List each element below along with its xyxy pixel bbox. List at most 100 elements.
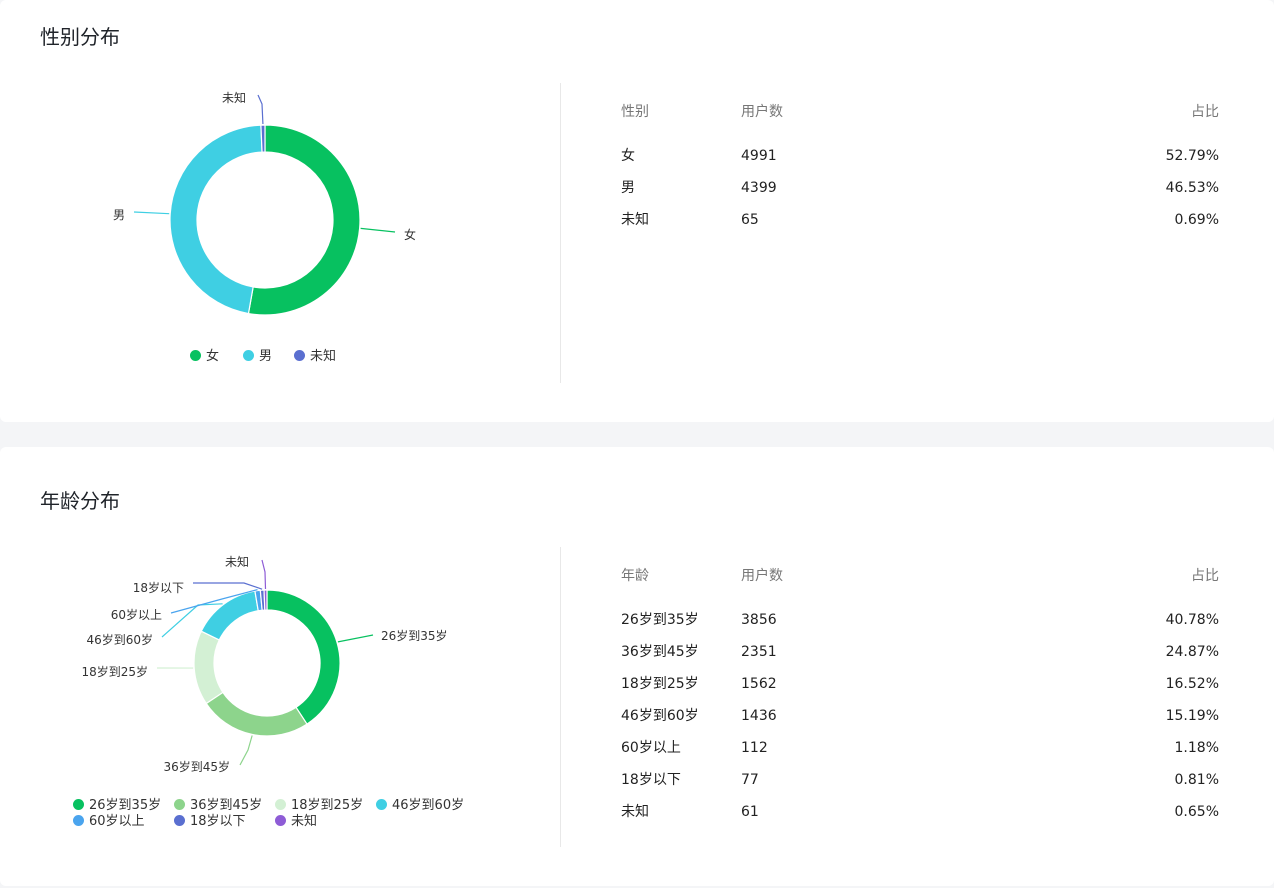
header-users: 用户数 — [741, 568, 783, 584]
table-row: 未知 61 0.65% — [621, 796, 1221, 828]
cell-category: 26岁到35岁 — [621, 612, 699, 628]
donut-slice[interactable] — [266, 589, 341, 725]
legend-label: 18岁以下 — [190, 814, 246, 829]
label-leader-line — [360, 227, 396, 233]
donut-slice[interactable] — [247, 124, 361, 316]
legend-item[interactable]: 未知 — [275, 810, 317, 829]
age-title: 年龄分布 — [40, 489, 120, 513]
cell-ratio: 40.78% — [1165, 612, 1219, 628]
legend-dot — [174, 815, 185, 826]
label-leader-line — [337, 634, 374, 643]
cell-users: 3856 — [741, 612, 777, 628]
slice-label: 46岁到60岁 — [86, 632, 153, 647]
slice-label: 男 — [113, 208, 125, 222]
age-donut-chart: 26岁到35岁 36岁到45岁 18岁到25岁 46岁到60岁 60岁以上 18岁以下 未知 — [81, 555, 448, 774]
legend-dot — [275, 815, 286, 826]
cell-ratio: 0.69% — [1174, 212, 1219, 228]
divider — [560, 83, 561, 383]
legend-label: 18岁到25岁 — [291, 798, 364, 813]
cell-users: 4399 — [741, 180, 777, 196]
gender-table: 性别 用户数 占比 女 4991 52.79% 男 4399 46.53% 未知 65 0.69… — [621, 96, 1221, 236]
legend-item[interactable]: 男 — [243, 345, 272, 364]
label-leader-line — [133, 211, 170, 215]
slice-label: 女 — [404, 227, 416, 242]
slice-label: 26岁到35岁 — [381, 628, 448, 643]
cell-ratio: 52.79% — [1165, 148, 1219, 164]
label-leader-line — [239, 735, 253, 766]
cell-category: 46岁到60岁 — [621, 708, 699, 724]
gender-card: 性别分布 女男未知 女男未知 性别 用户数 占比 女 4991 52.79% 男 439… — [0, 0, 1274, 422]
legend-item[interactable]: 18岁以下 — [174, 810, 246, 829]
legend-label: 女 — [206, 349, 220, 364]
legend-item[interactable]: 26岁到35岁 — [73, 794, 161, 813]
legend-label: 未知 — [291, 814, 318, 829]
label-leader-line — [261, 559, 267, 590]
donut-slice[interactable] — [169, 124, 263, 315]
table-row: 18岁以下 77 0.81% — [621, 764, 1221, 796]
donut-slice[interactable] — [193, 630, 224, 705]
cell-users: 65 — [741, 212, 759, 228]
table-row: 36岁到45岁 2351 24.87% — [621, 636, 1221, 668]
legend-dot — [376, 799, 387, 810]
cell-category: 18岁以下 — [621, 772, 681, 788]
donut-slice[interactable] — [260, 124, 266, 153]
cell-category: 男 — [621, 180, 635, 196]
cell-category: 未知 — [621, 212, 649, 228]
gender-donut-chart: 女 男 未知 — [113, 91, 416, 316]
cell-ratio: 15.19% — [1165, 708, 1219, 724]
legend-label: 60岁以上 — [89, 814, 145, 829]
cell-users: 1562 — [741, 676, 777, 692]
cell-ratio: 0.81% — [1174, 772, 1219, 788]
legend-dot — [73, 799, 84, 810]
cell-category: 60岁以上 — [621, 740, 681, 756]
legend-item[interactable]: 46岁到60岁 — [376, 794, 464, 813]
legend-item[interactable]: 18岁到25岁 — [275, 794, 363, 813]
header-users: 用户数 — [741, 104, 783, 120]
label-leader-line — [257, 94, 264, 125]
table-header: 年龄 用户数 占比 — [621, 560, 1221, 592]
table-row: 女 4991 52.79% — [621, 140, 1221, 172]
legend-label: 36岁到45岁 — [190, 798, 263, 813]
legend-dot — [174, 799, 185, 810]
table-row: 26岁到35岁 3856 40.78% — [621, 604, 1221, 636]
header-ratio: 占比 — [1191, 104, 1219, 120]
cell-category: 女 — [621, 148, 635, 164]
legend-item[interactable]: 女 — [190, 345, 219, 364]
legend-item[interactable]: 36岁到45岁 — [174, 794, 262, 813]
legend-dot — [190, 350, 201, 361]
legend-item[interactable]: 未知 — [294, 345, 336, 364]
legend-dot — [275, 799, 286, 810]
donut-slice[interactable] — [200, 590, 259, 641]
legend-item[interactable]: 60岁以上 — [73, 810, 145, 829]
cell-users: 1436 — [741, 708, 777, 724]
donut-slice[interactable] — [263, 589, 268, 611]
slice-label: 18岁到25岁 — [81, 664, 148, 679]
legend-dot — [73, 815, 84, 826]
table-header: 性别 用户数 占比 — [621, 96, 1221, 128]
label-leader-line — [170, 589, 258, 614]
legend-dot — [294, 350, 305, 361]
legend-label: 46岁到60岁 — [392, 798, 465, 813]
donut-slice[interactable] — [205, 691, 308, 737]
divider — [560, 547, 561, 847]
gender-title: 性别分布 — [40, 25, 120, 49]
header-age: 年龄 — [621, 568, 649, 584]
slice-label: 36岁到45岁 — [163, 759, 230, 774]
cell-ratio: 24.87% — [1165, 644, 1219, 660]
cell-users: 61 — [741, 804, 759, 820]
legend-label: 男 — [259, 349, 273, 364]
table-row: 46岁到60岁 1436 15.19% — [621, 700, 1221, 732]
legend-label: 26岁到35岁 — [89, 798, 162, 813]
header-gender: 性别 — [621, 104, 649, 120]
cell-users: 4991 — [741, 148, 777, 164]
table-row: 男 4399 46.53% — [621, 172, 1221, 204]
cell-category: 18岁到25岁 — [621, 676, 699, 692]
table-row: 未知 65 0.69% — [621, 204, 1221, 236]
cell-ratio: 16.52% — [1165, 676, 1219, 692]
header-ratio: 占比 — [1191, 568, 1219, 584]
age-table: 年龄 用户数 占比 26岁到35岁 3856 40.78% 36岁到45岁 2351 24… — [621, 560, 1221, 828]
table-row: 60岁以上 112 1.18% — [621, 732, 1221, 764]
cell-users: 77 — [741, 772, 759, 788]
cell-ratio: 46.53% — [1165, 180, 1219, 196]
cell-category: 未知 — [621, 804, 649, 820]
